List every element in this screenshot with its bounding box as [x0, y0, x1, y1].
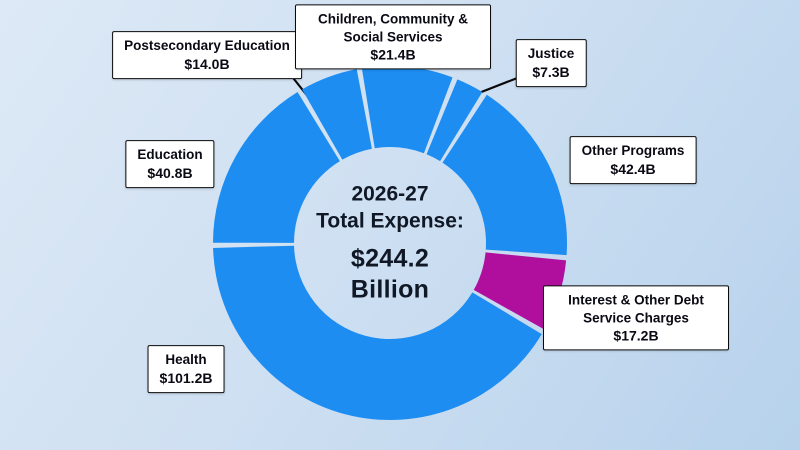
segment-amount: $21.4B: [370, 46, 416, 63]
slice-education: [213, 92, 340, 243]
segment-name: Postsecondary Education: [124, 38, 290, 54]
total-expense-amount: $244.2: [350, 244, 430, 273]
slice-justice: [426, 79, 483, 162]
segment-name: Education: [137, 147, 203, 163]
slice-children-community-social-services: [361, 65, 453, 154]
label-health: Health $101.2B: [147, 345, 225, 393]
segment-amount: $40.8B: [147, 164, 193, 181]
segment-name: Children, Community & Social Services: [317, 11, 468, 44]
donut-slices: [213, 65, 568, 421]
label-other-programs: Other Programs $42.4B: [569, 136, 697, 184]
segment-name: Justice: [527, 46, 575, 62]
segment-name: Interest & Other Debt Service Charges: [568, 292, 704, 325]
label-education: Education $40.8B: [125, 140, 215, 188]
slice-health: [213, 245, 542, 421]
segment-amount: $101.2B: [159, 369, 213, 386]
label-justice: Justice $7.3B: [515, 39, 587, 87]
segment-amount: $42.4B: [610, 160, 656, 177]
label-postsecondary-education: Postsecondary Education $14.0B: [112, 31, 302, 79]
segment-amount: $7.3B: [532, 63, 570, 80]
slice-postsecondary-education: [302, 69, 372, 160]
label-interest-debt-service: Interest & Other Debt Service Charges $1…: [543, 285, 729, 351]
total-expense-label: Total Expense:: [316, 209, 464, 233]
segment-amount: $17.2B: [613, 327, 659, 344]
total-expense-unit: Billion: [350, 275, 430, 304]
fiscal-period: 2026-27: [351, 182, 429, 206]
chart-center-text: 2026-27 Total Expense: $244.2 Billion: [280, 180, 500, 305]
segment-amount: $14.0B: [184, 55, 230, 72]
segment-name: Health: [165, 352, 207, 368]
slice-other-programs: [442, 94, 568, 256]
segment-name: Other Programs: [581, 143, 685, 159]
label-children-community-social-services: Children, Community & Social Services $2…: [295, 4, 491, 70]
